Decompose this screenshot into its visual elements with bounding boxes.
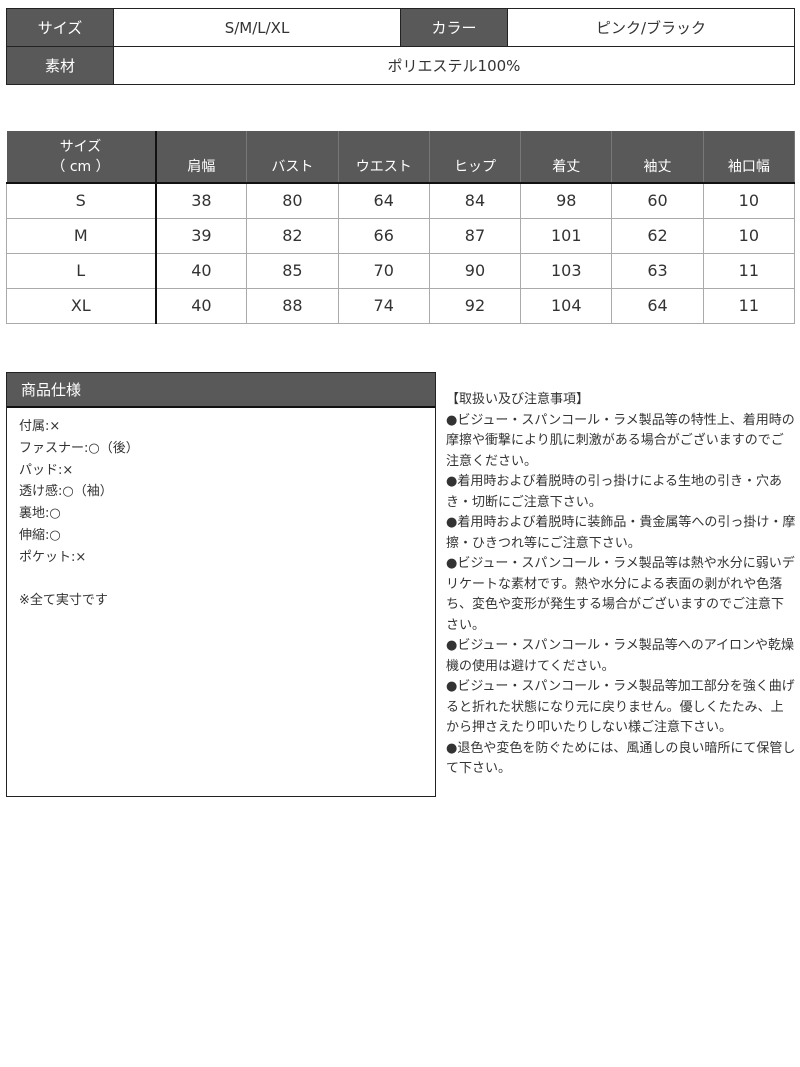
note-item: ●ビジュー・スパンコール・ラメ製品等加工部分を強く曲げると折れた状態になり元に戻… [446, 679, 795, 735]
table-row: S 38 80 64 84 98 60 10 [6, 182, 796, 219]
measurement-cell: 62 [611, 217, 704, 254]
measurement-cell: 10 [702, 217, 796, 254]
care-notes: 【取扱い及び注意事項】 ●ビジュー・スパンコール・ラメ製品等の特性上、着用時の摩… [446, 390, 796, 780]
measurement-cell: 39 [154, 217, 248, 254]
measurement-cell: 60 [611, 182, 704, 219]
material-value: ポリエステル100% [113, 46, 795, 85]
measurement-cell: 10 [702, 182, 796, 219]
spec-item: ポケット:× [19, 549, 87, 565]
measurement-cell: 90 [428, 252, 522, 289]
measurement-cell: 101 [520, 217, 613, 254]
measurement-cell: 11 [702, 287, 796, 324]
note-item: ●ビジュー・スパンコール・ラメ製品等の特性上、着用時の摩擦や衝撃により肌に刺激が… [446, 412, 795, 469]
spec-item: 伸縮:○ [19, 527, 61, 543]
measurement-cell: 98 [520, 182, 613, 219]
color-label: カラー [400, 8, 508, 47]
note-item: ●ビジュー・スパンコール・ラメ製品等は熱や水分に弱いデリケートな素材です。熱や水… [446, 556, 795, 633]
measurement-cell: 84 [428, 182, 522, 219]
column-header: 袖口幅 [703, 131, 796, 184]
size-chart-table: サイズ （ cm ） 肩幅 バスト ウエスト ヒップ 着丈 袖丈 袖口幅 S 38 80 64 84… [6, 131, 796, 324]
measurement-cell: 88 [246, 287, 339, 324]
note-item: ●着用時および着脱時の引っ掛けによる生地の引き・穴あき・切断にご注意下さい。 [446, 474, 782, 510]
note-item: ●ビジュー・スパンコール・ラメ製品等へのアイロンや乾燥機の使用は避けてください。 [446, 638, 795, 674]
measurement-cell: 64 [337, 182, 430, 219]
size-header-line1: サイズ [59, 138, 102, 155]
size-value: S/M/L/XL [113, 8, 401, 47]
measurement-cell: 40 [154, 287, 248, 324]
spec-title: 商品仕様 [7, 373, 435, 408]
column-header: 袖丈 [611, 131, 704, 184]
spec-item: パッド:× [19, 462, 74, 478]
measurement-cell: 82 [246, 217, 339, 254]
measurement-cell: 70 [337, 252, 430, 289]
measurement-cell: 92 [428, 287, 522, 324]
measurement-cell: 104 [520, 287, 613, 324]
table-row: XL 40 88 74 92 104 64 11 [6, 287, 796, 324]
column-header: ウエスト [338, 131, 430, 184]
measurement-cell: 40 [154, 252, 248, 289]
column-header: 肩幅 [155, 131, 248, 184]
measurement-cell: 103 [520, 252, 613, 289]
measurement-cell: 11 [702, 252, 796, 289]
product-info-table: サイズ S/M/L/XL カラー ピンク/ブラック 素材 ポリエステル100% [6, 8, 795, 85]
measurement-cell: 74 [337, 287, 430, 324]
spec-item: 透け感:○（袖） [19, 484, 113, 500]
spec-item: ファスナー:○（後） [19, 440, 139, 456]
column-header: ヒップ [429, 131, 522, 184]
size-cell: L [6, 252, 157, 289]
measurement-cell: 64 [611, 287, 704, 324]
measurement-cell: 87 [428, 217, 522, 254]
spec-note: ※全て実寸です [19, 592, 108, 608]
material-label: 素材 [6, 46, 114, 85]
column-header: バスト [246, 131, 339, 184]
table-row: M 39 82 66 87 101 62 10 [6, 217, 796, 254]
size-cell: XL [6, 287, 157, 324]
size-column-header: サイズ （ cm ） [6, 131, 157, 184]
color-value: ピンク/ブラック [507, 8, 795, 47]
spec-item: 付属:× [19, 419, 61, 434]
column-header: 着丈 [520, 131, 613, 184]
measurement-cell: 66 [337, 217, 430, 254]
spec-item: 裏地:○ [19, 506, 61, 522]
measurement-cell: 80 [246, 182, 339, 219]
size-cell: M [6, 217, 157, 254]
measurement-cell: 63 [611, 252, 704, 289]
size-header-unit: （ cm ） [51, 158, 110, 175]
measurement-cell: 38 [154, 182, 248, 219]
measurement-cell: 85 [246, 252, 339, 289]
size-cell: S [6, 182, 157, 219]
notes-title: 【取扱い及び注意事項】 [446, 392, 590, 407]
note-item: ●退色や変色を防ぐためには、風通しの良い暗所にて保管して下さい。 [446, 740, 796, 777]
spec-list: 付属:× ファスナー:○（後） パッド:× 透け感:○（袖） 裏地:○ 伸縮:○ ポケット:… [7, 408, 435, 619]
size-label: サイズ [6, 8, 114, 47]
note-item: ●着用時および着脱時に装飾品・貴金属等への引っ掛け・摩擦・ひきつれ等にご注意下さ… [446, 515, 796, 551]
table-row: L 40 85 70 90 103 63 11 [6, 252, 796, 289]
product-spec-panel: 商品仕様 付属:× ファスナー:○（後） パッド:× 透け感:○（袖） 裏地:○ 伸縮:○… [6, 372, 436, 797]
